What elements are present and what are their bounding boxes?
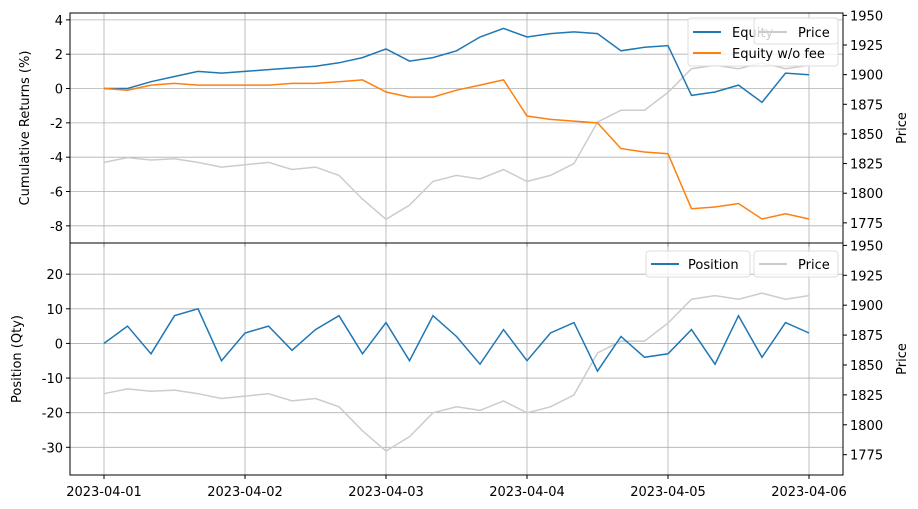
series-line-position: [103, 307, 810, 373]
y-right-tick-label: 1900: [850, 299, 883, 314]
y-tick-label: 10: [46, 303, 63, 318]
legend-label: Position: [688, 258, 739, 273]
y-right-tick-label: 1775: [850, 217, 883, 232]
y-tick-label: -6: [50, 186, 63, 201]
series-line-equity: [104, 27, 810, 104]
x-tick-label: 2023-04-05: [630, 485, 706, 500]
y-right-axis-label: Price: [895, 112, 910, 144]
legend-label: Price: [798, 26, 830, 41]
legend-label: Equity w/o fee: [732, 47, 825, 62]
y-right-tick-label: 1850: [850, 359, 883, 374]
y-tick-label: -4: [50, 151, 63, 166]
x-tick-label: 2023-04-06: [771, 485, 847, 500]
y-tick-label: 4: [55, 14, 63, 29]
series-line-equity-w-o-fee: [103, 79, 810, 220]
axes-frame: [69, 242, 844, 476]
x-tick-label: 2023-04-02: [207, 485, 283, 500]
legend-label: Price: [798, 258, 830, 273]
y-tick-label: -2: [50, 117, 63, 132]
legend-right: Price: [753, 17, 839, 45]
y-axis-label: Cumulative Returns (%): [18, 51, 33, 206]
y-right-tick-label: 1800: [850, 419, 883, 434]
legend-left: Position: [645, 250, 751, 278]
y-tick-label: 0: [55, 83, 63, 98]
y-right-tick-label: 1825: [850, 389, 883, 404]
subplot-2: 20 10 0 -10 -20 -30 1950 1925 1900 1875 1850 1825 18…: [10, 239, 910, 500]
y-right-tick-label: 1875: [850, 98, 883, 113]
y-tick-label: -30: [42, 441, 63, 456]
y-right-tick-label: 1950: [850, 239, 883, 254]
y-right-tick-label: 1925: [850, 269, 883, 284]
y-right-tick-label: 1925: [850, 39, 883, 54]
y-tick-label: -20: [42, 407, 63, 422]
y-right-tick-label: 1850: [850, 128, 883, 143]
y-right-tick-label: 1875: [850, 329, 883, 344]
y-tick-label: -8: [50, 220, 63, 235]
legend-right: Price: [753, 250, 839, 278]
series-line-price: [103, 62, 810, 221]
y-right-tick-label: 1800: [850, 187, 883, 202]
y-right-tick-label: 1775: [850, 449, 883, 464]
y-right-tick-label: 1950: [850, 9, 883, 24]
x-tick-label: 2023-04-04: [489, 485, 565, 500]
y-tick-label: -10: [42, 372, 63, 387]
x-tick-label: 2023-04-01: [66, 485, 142, 500]
y-right-tick-label: 1825: [850, 158, 883, 173]
y-tick-label: 20: [46, 268, 63, 283]
y-tick-label: 2: [55, 48, 63, 63]
subplot-1: 4 2 0 -2 -4 -6 -8 1950 1925 1900 1875 1850 1825 1800 1…: [18, 9, 910, 247]
series-line-price: [103, 292, 810, 453]
y-axis-label: Position (Qty): [10, 315, 25, 403]
y-tick-label: 0: [55, 337, 63, 352]
x-tick-label: 2023-04-03: [348, 485, 424, 500]
y-right-tick-label: 1900: [850, 69, 883, 84]
y-right-axis-label: Price: [895, 343, 910, 375]
